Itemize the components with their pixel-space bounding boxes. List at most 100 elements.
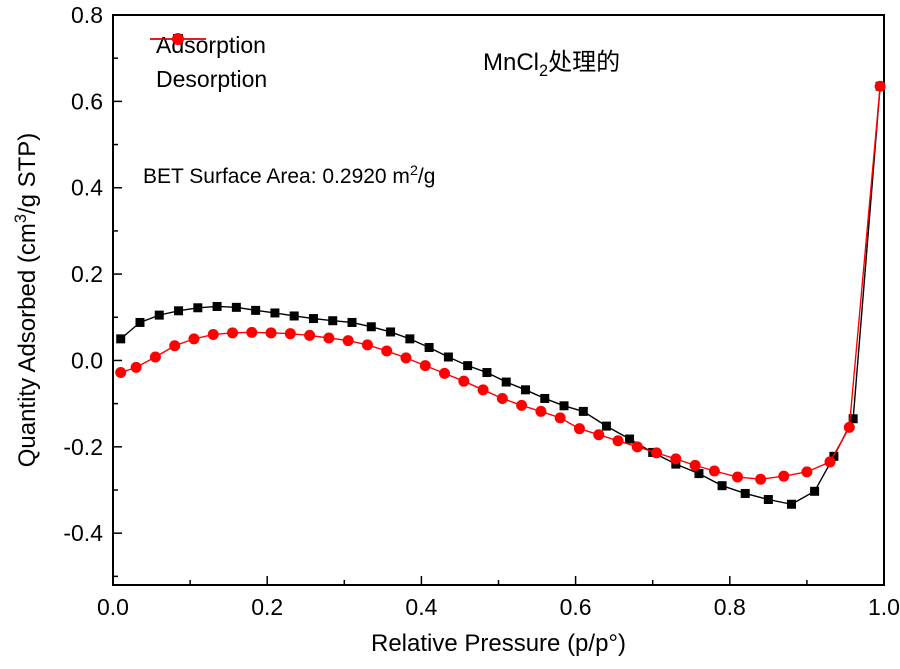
- y-tick-label: 0.0: [71, 347, 103, 373]
- x-axis-title: Relative Pressure (p/p°): [370, 630, 627, 657]
- desorption-point: [496, 392, 508, 404]
- y-tick-label: -0.4: [63, 520, 103, 546]
- x-tick-label: 0.8: [714, 594, 746, 620]
- adsorption-point: [848, 414, 858, 424]
- x-tick-label: 1.0: [868, 594, 900, 620]
- x-tick-label: 0.4: [405, 594, 437, 620]
- y-axis-title-superscript: 3: [12, 214, 30, 224]
- desorption-point: [535, 405, 547, 417]
- adsorption-point: [601, 421, 611, 431]
- sample-annotation-text: MnCl: [483, 49, 540, 76]
- adsorption-point: [251, 305, 261, 315]
- desorption-point: [573, 423, 585, 435]
- desorption-point: [361, 339, 373, 351]
- y-axis-title: Quantity Adsorbed (cm3/g STP): [12, 133, 42, 468]
- desorption-marker-icon: [150, 33, 206, 45]
- adsorption-point: [270, 308, 280, 318]
- y-tick-label: 0.6: [71, 88, 103, 114]
- y-tick-label: 0.8: [71, 2, 103, 28]
- adsorption-point: [212, 301, 222, 311]
- adsorption-point: [328, 316, 338, 326]
- legend: Adsorption Desorption: [148, 28, 267, 96]
- adsorption-point: [347, 317, 357, 327]
- desorption-point: [381, 345, 393, 357]
- desorption-point: [874, 80, 886, 92]
- desorption-point: [149, 351, 161, 363]
- desorption-point: [778, 470, 790, 482]
- desorption-point: [755, 473, 767, 485]
- sample-annotation-subscript: 2: [539, 61, 549, 80]
- adsorption-point: [694, 469, 704, 479]
- desorption-point: [801, 466, 813, 478]
- x-tick-label: 0.6: [560, 594, 592, 620]
- adsorption-point: [289, 311, 299, 321]
- adsorption-point: [463, 361, 473, 371]
- desorption-point: [612, 435, 624, 447]
- desorption-point: [130, 361, 142, 373]
- desorption-point: [689, 459, 701, 471]
- adsorption-point: [625, 434, 635, 444]
- adsorption-point: [443, 352, 453, 362]
- axis-ticks: [112, 14, 885, 585]
- legend-item-desorption: Desorption: [148, 33, 268, 96]
- adsorption-point: [154, 310, 164, 320]
- adsorption-point: [405, 334, 415, 344]
- adsorption-point: [559, 401, 569, 411]
- desorption-point: [419, 360, 431, 372]
- desorption-point: [477, 384, 489, 396]
- adsorption-point: [520, 385, 530, 395]
- x-tick-label: 0.2: [251, 594, 283, 620]
- adsorption-point: [810, 486, 820, 496]
- desorption-point: [115, 367, 127, 379]
- desorption-point: [265, 327, 277, 339]
- desorption-point: [824, 456, 836, 468]
- adsorption-point: [786, 499, 796, 509]
- adsorption-point: [763, 495, 773, 504]
- adsorption-point: [135, 317, 145, 327]
- bet-surface-area-annotation: BET Surface Area: 0.2920 m2/g: [143, 163, 435, 189]
- y-tick-label: 0.2: [71, 261, 103, 287]
- desorption-point: [843, 421, 855, 433]
- desorption-line: [120, 86, 881, 480]
- y-tick-label: -0.2: [63, 434, 103, 460]
- desorption-point: [207, 329, 219, 341]
- adsorption-point: [717, 481, 727, 491]
- desorption-point: [458, 375, 470, 387]
- adsorption-point: [578, 406, 588, 416]
- desorption-point: [246, 326, 258, 338]
- desorption-point: [439, 367, 451, 379]
- desorption-point: [651, 447, 663, 459]
- adsorption-point: [501, 377, 511, 387]
- adsorption-point: [366, 322, 376, 332]
- desorption-point: [304, 329, 316, 341]
- desorption-point: [227, 327, 239, 339]
- desorption-point: [400, 352, 412, 364]
- x-tick-label: 0.0: [97, 594, 129, 620]
- adsorption-point: [482, 368, 492, 378]
- desorption-point: [708, 465, 720, 477]
- sample-annotation: MnCl2处理的: [483, 42, 620, 81]
- sample-annotation-suffix: 处理的: [548, 49, 621, 76]
- adsorption-point: [424, 343, 434, 352]
- desorption-point: [593, 429, 605, 441]
- y-tick-label: 0.4: [71, 175, 103, 201]
- bet-annotation-suffix: /g: [417, 165, 436, 188]
- adsorption-line: [120, 86, 881, 505]
- desorption-point: [342, 335, 354, 347]
- legend-label-desorption: Desorption: [156, 65, 268, 92]
- desorption-point: [631, 441, 643, 453]
- bet-annotation-superscript: 2: [409, 163, 418, 179]
- desorption-point: [169, 340, 181, 352]
- adsorption-point: [308, 314, 318, 324]
- desorption-point: [284, 328, 296, 340]
- y-axis-title-text: Quantity Adsorbed (cm: [14, 223, 41, 468]
- y-axis-title-suffix: /g STP): [14, 132, 41, 215]
- adsorption-point: [174, 306, 184, 316]
- desorption-point: [670, 453, 682, 465]
- adsorption-point: [540, 393, 550, 403]
- desorption-point: [554, 412, 566, 424]
- adsorption-point: [193, 303, 203, 313]
- adsorption-point: [116, 334, 126, 344]
